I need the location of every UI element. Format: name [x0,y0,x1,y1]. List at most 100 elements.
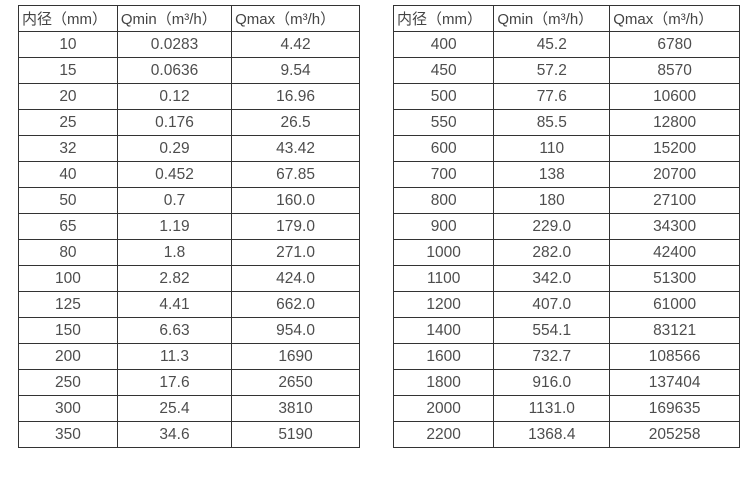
table-cell: 57.2 [493,57,611,84]
table-row: 1100 342.0 51300 [392,265,740,292]
table-row: 200 11.3 1690 [18,343,360,370]
table-cell: 1.19 [116,213,233,240]
spec-table-left: 内径（mm） Qmin（m³/h） Qmax（m³/h） 10 0.0283 4.42 1… [18,5,360,448]
table-row: 25 0.176 26.5 [18,109,360,136]
table-cell: 350 [18,421,118,448]
table-cell: 10600 [609,83,740,110]
table-row: 50 0.7 160.0 [18,187,360,214]
table-cell: 0.29 [116,135,233,162]
table-cell: 43.42 [231,135,360,162]
table-cell: 1.8 [116,239,233,266]
column-header: Qmax（m³/h） [231,5,360,32]
table-row: 150 6.63 954.0 [18,317,360,344]
table-cell: 300 [18,395,118,422]
table-cell: 61000 [609,291,740,318]
table-cell: 42400 [609,239,740,266]
table-cell: 6.63 [116,317,233,344]
table-cell: 2.82 [116,265,233,292]
table-row: 1200 407.0 61000 [392,291,740,318]
table-cell: 34300 [609,213,740,240]
table-cell: 200 [18,343,118,370]
flow-spec-tables: 内径（mm） Qmin（m³/h） Qmax（m³/h） 10 0.0283 4.42 1… [18,5,740,448]
table-cell: 16.96 [231,83,360,110]
table-cell: 1690 [231,343,360,370]
table-cell: 25 [18,109,118,136]
table-cell: 916.0 [493,369,611,396]
table-cell: 0.12 [116,83,233,110]
table-cell: 1800 [392,369,495,396]
table-cell: 271.0 [231,239,360,266]
table-cell: 80 [18,239,118,266]
table-cell: 12800 [609,109,740,136]
table-cell: 1131.0 [493,395,611,422]
table-cell: 4.42 [231,31,360,58]
table-row: 内径（mm） Qmin（m³/h） Qmax（m³/h） [18,5,360,32]
table-cell: 0.0636 [116,57,233,84]
table-cell: 500 [392,83,495,110]
table-cell: 50 [18,187,118,214]
table-header-row: 内径（mm） Qmin（m³/h） Qmax（m³/h） [392,5,740,32]
column-header: 内径（mm） [392,5,495,32]
table-cell: 0.176 [116,109,233,136]
table-cell: 83121 [609,317,740,344]
table-cell: 0.7 [116,187,233,214]
table-row: 250 17.6 2650 [18,369,360,396]
table-cell: 1600 [392,343,495,370]
table-row: 100 2.82 424.0 [18,265,360,292]
table-cell: 1000 [392,239,495,266]
table-cell: 800 [392,187,495,214]
table-cell: 400 [392,31,495,58]
table-row: 1800 916.0 137404 [392,369,740,396]
table-row: 1400 554.1 83121 [392,317,740,344]
table-cell: 342.0 [493,265,611,292]
table-row: 1600 732.7 108566 [392,343,740,370]
table-cell: 160.0 [231,187,360,214]
table-cell: 32 [18,135,118,162]
table-cell: 51300 [609,265,740,292]
table-cell: 137404 [609,369,740,396]
table-cell: 27100 [609,187,740,214]
table-cell: 179.0 [231,213,360,240]
table-cell: 3810 [231,395,360,422]
table-row: 900 229.0 34300 [392,213,740,240]
table-body: 10 0.0283 4.42 15 0.0636 9.54 20 0.12 16.96 25 0.1… [18,31,360,448]
table-cell: 169635 [609,395,740,422]
table-row: 40 0.452 67.85 [18,161,360,188]
table-row: 450 57.2 8570 [392,57,740,84]
table-row: 15 0.0636 9.54 [18,57,360,84]
table-cell: 550 [392,109,495,136]
table-cell: 20 [18,83,118,110]
table-row: 80 1.8 271.0 [18,239,360,266]
table-cell: 662.0 [231,291,360,318]
table-cell: 138 [493,161,611,188]
table-cell: 26.5 [231,109,360,136]
table-cell: 600 [392,135,495,162]
table-row: 400 45.2 6780 [392,31,740,58]
table-row: 800 180 27100 [392,187,740,214]
table-cell: 0.0283 [116,31,233,58]
table-row: 500 77.6 10600 [392,83,740,110]
table-cell: 77.6 [493,83,611,110]
table-cell: 11.3 [116,343,233,370]
table-cell: 1100 [392,265,495,292]
table-cell: 2200 [392,421,495,448]
table-cell: 2650 [231,369,360,396]
table-cell: 5190 [231,421,360,448]
table-cell: 15200 [609,135,740,162]
table-cell: 180 [493,187,611,214]
table-body: 400 45.2 6780 450 57.2 8570 500 77.6 10600 550 85.… [392,31,740,448]
spec-table-right: 内径（mm） Qmin（m³/h） Qmax（m³/h） 400 45.2 6780 45… [392,5,740,448]
column-header: Qmin（m³/h） [493,5,611,32]
table-cell: 10 [18,31,118,58]
table-cell: 65 [18,213,118,240]
table-row: 65 1.19 179.0 [18,213,360,240]
table-cell: 424.0 [231,265,360,292]
table-cell: 45.2 [493,31,611,58]
table-row: 550 85.5 12800 [392,109,740,136]
table-cell: 229.0 [493,213,611,240]
table-cell: 25.4 [116,395,233,422]
table-cell: 282.0 [493,239,611,266]
table-cell: 15 [18,57,118,84]
table-cell: 125 [18,291,118,318]
table-cell: 900 [392,213,495,240]
